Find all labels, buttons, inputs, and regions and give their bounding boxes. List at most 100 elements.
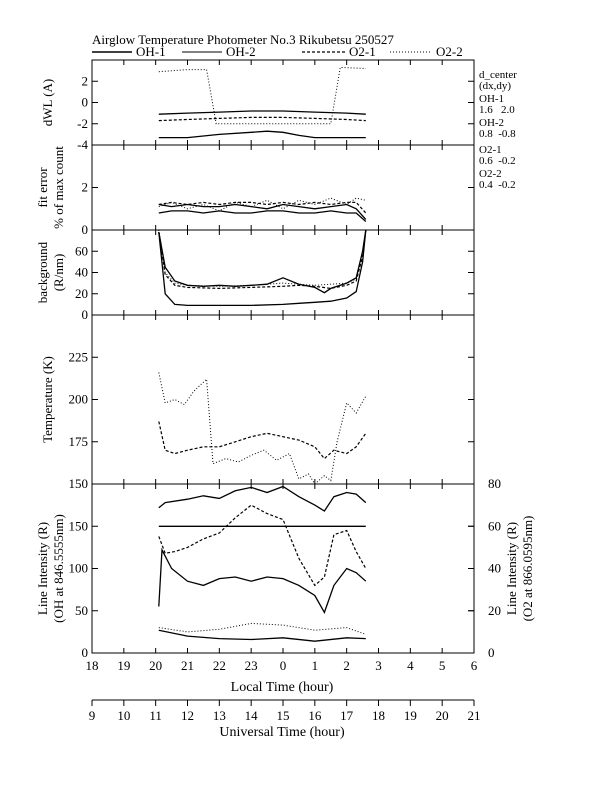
x-ut-tick-label: 11 <box>149 708 162 723</box>
y-axis-right-label-int: (O2 at 866.0595nm) <box>520 516 535 622</box>
x-ut-tick-label: 16 <box>308 708 322 723</box>
x-local-tick-label: 1 <box>312 658 319 673</box>
y-tick-label-int: 0 <box>82 645 89 660</box>
series-dwl-oh-1-0 <box>158 130 366 139</box>
x-local-tick-label: 18 <box>86 658 99 673</box>
side-note-value-3: 0.4 -0.2 <box>479 179 516 191</box>
side-note-value-0: 1.6 2.0 <box>479 104 515 116</box>
x-local-tick-label: 19 <box>117 658 130 673</box>
y-axis-label-dwl: dWL (A) <box>40 79 55 127</box>
y-right-tick-label-int: 0 <box>488 645 495 660</box>
y-tick-label-dwl: -4 <box>77 137 88 152</box>
series-int-oh-1-0 <box>158 547 367 614</box>
series-fit-oh-2-1 <box>158 203 367 220</box>
y-tick-label-dwl: 2 <box>82 73 89 88</box>
x-local-tick-label: 22 <box>213 658 226 673</box>
y-tick-label-fit: 0 <box>82 222 89 237</box>
series-temp-o2-1-0 <box>158 421 367 460</box>
x-ut-tick-label: 14 <box>245 708 259 723</box>
x-axis-ut-label: Universal Time (hour) <box>219 725 345 740</box>
series-int-o2-1-3 <box>158 504 367 587</box>
x-ut-tick-label: 13 <box>213 708 226 723</box>
series-bg-o2-1-2 <box>158 229 367 290</box>
panel-frame-fit <box>91 144 475 231</box>
side-note-value-1: 0.8 -0.8 <box>479 128 516 140</box>
x-ut-tick-label: 17 <box>340 708 354 723</box>
chart-title: Airglow Temperature Photometer No.3 Riku… <box>92 32 394 47</box>
y-tick-label-int: 100 <box>69 561 89 576</box>
panel-frame-int <box>91 483 475 654</box>
y-axis-label-int: (OH at 846.5555nm) <box>51 514 66 623</box>
y-tick-label-temp: 175 <box>69 434 89 449</box>
y-right-tick-label-int: 60 <box>488 518 501 533</box>
y-tick-label-temp: 200 <box>69 392 89 407</box>
x-local-tick-label: 20 <box>149 658 162 673</box>
x-ut-tick-label: 20 <box>436 708 449 723</box>
series-dwl-oh-2-1 <box>158 110 366 115</box>
side-note-subheader: (dx,dy) <box>479 80 511 92</box>
x-local-tick-label: 21 <box>181 658 194 673</box>
panel-fit: 0 2 fit error% of max count <box>35 144 475 237</box>
side-note-name-2: O2-1 <box>479 144 502 156</box>
y-tick-label-bg: 60 <box>75 243 88 258</box>
x-ut-tick-label: 15 <box>277 708 290 723</box>
series-int-oh-2-2 <box>158 485 367 512</box>
panel-frame-bg <box>91 229 475 316</box>
y-right-tick-label-int: 20 <box>488 603 501 618</box>
y-axis-label-bg: background <box>35 241 50 303</box>
y-axis-label-fit: % of max count <box>51 146 66 229</box>
y-tick-label-dwl: 0 <box>82 95 89 110</box>
series-fit-oh-1-0 <box>158 210 367 222</box>
y-tick-label-fit: 2 <box>82 180 89 195</box>
panel-frame-temp <box>91 314 475 485</box>
x-ut-tick-label: 12 <box>181 708 194 723</box>
series-bg-oh-1-0 <box>158 229 367 307</box>
x-local-tick-label: 5 <box>439 658 446 673</box>
y-tick-label-bg: 40 <box>75 265 88 280</box>
y-tick-label-bg: 0 <box>82 307 89 322</box>
y-axis-label-temp: Temperature (K) <box>40 356 55 443</box>
y-axis-label-int: Line Intensity (R) <box>35 522 50 615</box>
x-local-tick-label: 23 <box>245 658 258 673</box>
y-tick-label-bg: 20 <box>75 286 88 301</box>
x-ut-tick-label: 10 <box>117 708 130 723</box>
y-tick-label-int: 150 <box>69 518 89 533</box>
side-note: d_center (dx,dy) OH-1 1.6 2.0 OH-2 0.8 -… <box>479 69 517 191</box>
x-ut-tick-label: 19 <box>404 708 417 723</box>
panel-dwl: 2 0 -2 -4 dWL (A) <box>40 59 475 152</box>
side-note-name-0: OH-1 <box>479 93 504 105</box>
y-axis-label-bg: (R/nm) <box>51 254 66 292</box>
y-tick-label-int: 50 <box>75 603 88 618</box>
y-tick-label-dwl: -2 <box>77 116 88 131</box>
legend: OH-1 OH-2 O2-1 O2-2 <box>92 44 463 59</box>
legend-label-oh1: OH-1 <box>136 44 166 59</box>
side-note-name-1: OH-2 <box>479 117 504 129</box>
x-axis-local-label: Local Time (hour) <box>231 680 334 695</box>
y-axis-label-fit: fit error <box>35 167 50 208</box>
x-local-tick-label: 3 <box>375 658 382 673</box>
y-axis-right-label-int: Line Intensity (R) <box>504 522 519 615</box>
side-note-header: d_center <box>479 69 517 81</box>
y-right-tick-label-int: 40 <box>488 561 501 576</box>
series-fit-o2-2-3 <box>158 197 366 212</box>
y-right-tick-label-int: 80 <box>488 476 501 491</box>
x-local-tick-label: 2 <box>343 658 350 673</box>
panel-bg: 0 20 40 60 background (R/nm) <box>35 229 475 322</box>
x-local-tick-label: 6 <box>471 658 478 673</box>
series-bg-o2-2-3 <box>158 229 367 287</box>
x-ut-tick-label: 9 <box>89 708 96 723</box>
y-tick-label-temp: 225 <box>69 349 89 364</box>
series-int-oh-1-4 <box>158 629 366 642</box>
series-temp-o2-2-1 <box>158 372 367 485</box>
y-tick-label-temp: 150 <box>69 476 89 491</box>
legend-label-o21: O2-1 <box>349 44 376 59</box>
side-note-name-3: O2-2 <box>479 168 502 180</box>
x-local-tick-label: 0 <box>280 658 287 673</box>
side-note-value-2: 0.6 -0.2 <box>479 155 516 167</box>
series-dwl-o2-2-3 <box>158 66 366 125</box>
series-bg-oh-2-1 <box>158 229 367 294</box>
legend-label-oh2: OH-2 <box>226 44 256 59</box>
